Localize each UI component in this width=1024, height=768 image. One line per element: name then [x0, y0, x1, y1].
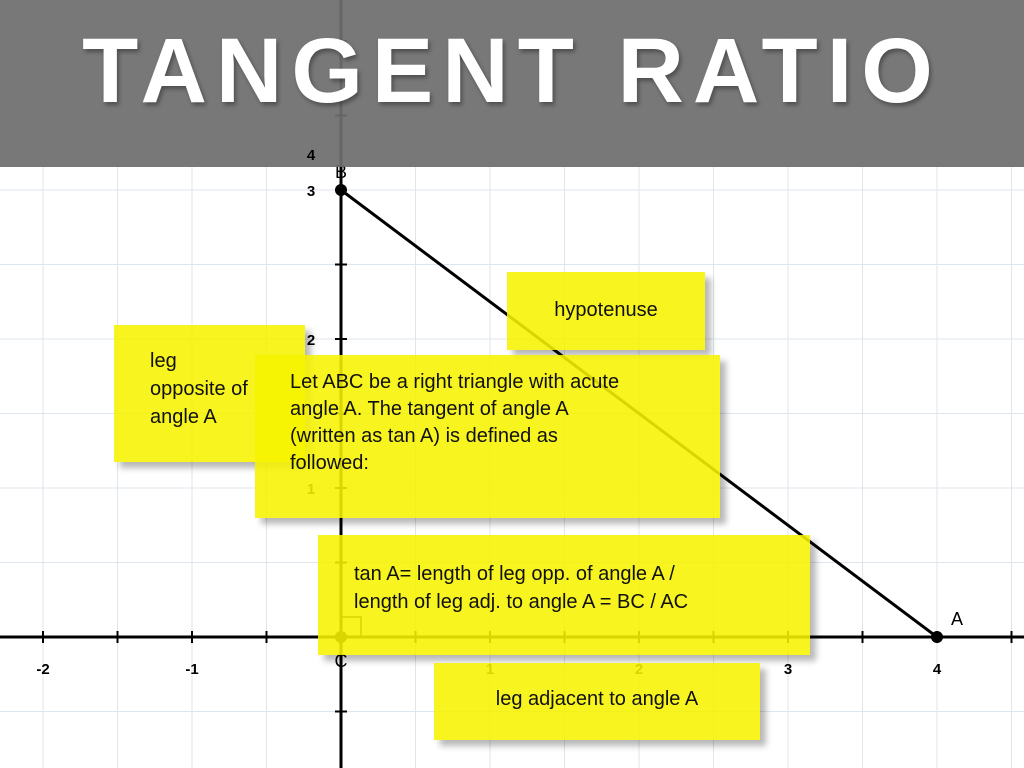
title-bar: TANGENT RATIO — [0, 0, 1024, 167]
note-line: length of leg adj. to angle A = BC / AC — [354, 591, 689, 613]
note-line: opposite of — [150, 378, 248, 400]
note-line: Let ABC be a right triangle with acute — [290, 371, 620, 393]
point-b — [335, 184, 347, 196]
leg-adjacent-note: leg adjacent to angle A — [434, 663, 760, 740]
note-line: leg — [150, 350, 177, 372]
hypotenuse-note: hypotenuse — [507, 272, 705, 350]
note-line: (written as tan A) is defined as — [290, 425, 558, 447]
note-line: hypotenuse — [554, 299, 658, 321]
point-label: C — [335, 651, 348, 671]
note-line: followed: — [290, 452, 369, 474]
point-label: A — [951, 609, 963, 629]
note-line: tan A= length of leg opp. of angle A / — [354, 563, 675, 585]
formula-note: tan A= length of leg opp. of angle A / l… — [318, 535, 810, 655]
note-line: leg adjacent to angle A — [495, 688, 699, 710]
y-tick-label: 3 — [307, 183, 315, 200]
x-tick-label: -1 — [185, 661, 198, 678]
point-a — [931, 631, 943, 643]
definition-note: Let ABC be a right triangle with acute a… — [255, 355, 720, 518]
note-line: angle A. The tangent of angle A — [290, 398, 569, 420]
y-tick-label: 2 — [307, 332, 315, 349]
x-tick-label: -2 — [36, 661, 49, 678]
point-label: B — [335, 162, 347, 182]
x-tick-label: 4 — [933, 661, 942, 678]
note-line: angle A — [150, 406, 217, 428]
slide-title: TANGENT RATIO — [82, 20, 942, 122]
x-tick-label: 3 — [784, 661, 792, 678]
